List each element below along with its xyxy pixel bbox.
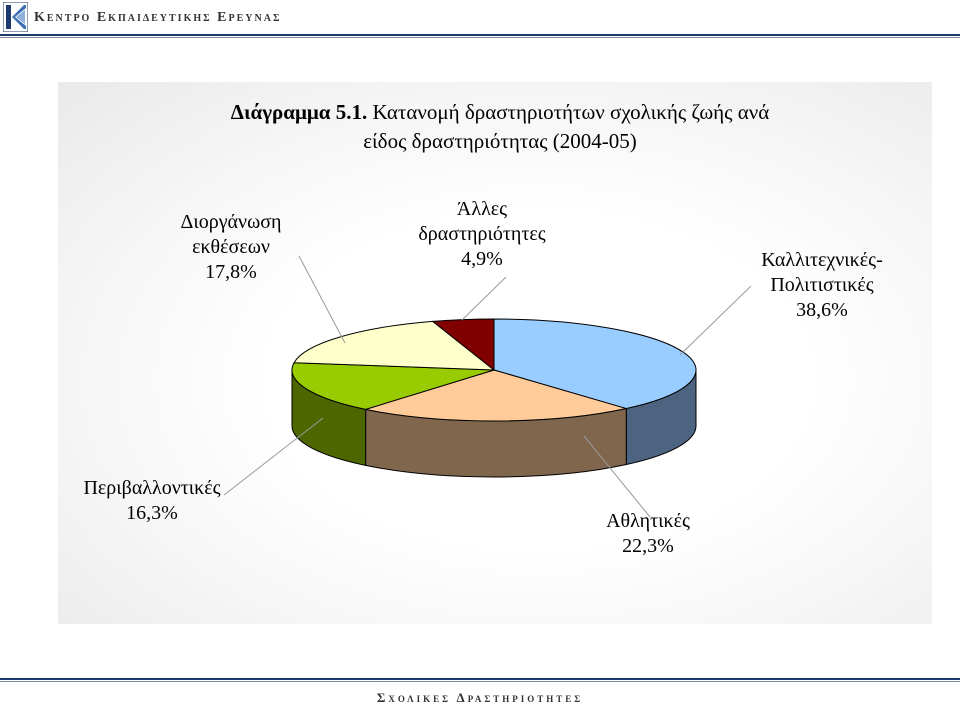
header-bar: Κεντρο Εκπαιδευτικησ Ερευνασ xyxy=(0,0,960,40)
slice-name-4: Άλλες xyxy=(457,198,507,220)
slice-name-1: Αθλητικές xyxy=(606,510,690,532)
slice-name-2: Περιβαλλοντικές xyxy=(83,477,220,499)
leader-line-4 xyxy=(461,276,507,321)
slice-value-4: 4,9% xyxy=(461,248,503,270)
pie-slice-3 xyxy=(293,320,496,371)
footer-divider xyxy=(0,678,960,680)
slice-label-1: Αθλητικές 22,3% xyxy=(606,510,690,557)
chart-title-line2: είδος δραστηριότητας (2004-05) xyxy=(363,129,637,153)
kee-logo-icon xyxy=(3,2,28,32)
slice-value-3: 17,8% xyxy=(205,261,257,283)
slice-name-3: Διοργάνωση xyxy=(181,211,282,233)
header-divider xyxy=(0,34,960,36)
footer-divider-thin xyxy=(0,681,960,682)
chart-title-text: Κατανομή δραστηριοτήτων σχολικής ζωής αν… xyxy=(367,100,770,124)
organization-name: Κεντρο Εκπαιδευτικησ Ερευνασ xyxy=(34,10,282,25)
slice-label-3: Διοργάνωση εκθέσεων 17,8% xyxy=(181,211,282,283)
slice-value-1: 22,3% xyxy=(622,535,674,557)
slice-name-0: Καλλιτεχνικές- xyxy=(761,249,883,271)
slice-name-4: δραστηριότητες xyxy=(418,223,545,245)
chart-title: Διάγραμμα 5.1. Κατανομή δραστηριοτήτων σ… xyxy=(170,98,830,156)
header-divider-thin xyxy=(0,37,960,38)
slice-name-3: εκθέσεων xyxy=(192,236,270,258)
pie-slice-1 xyxy=(365,369,627,422)
leader-line-1 xyxy=(583,435,651,518)
slice-name-0: Πολιτιστικές xyxy=(770,274,873,296)
slice-label-0: Καλλιτεχνικές- Πολιτιστικές 38,6% xyxy=(761,249,883,321)
leader-line-0 xyxy=(679,285,752,356)
slice-label-2: Περιβαλλοντικές 16,3% xyxy=(83,477,220,524)
slice-value-0: 38,6% xyxy=(796,299,848,321)
leader-line-2 xyxy=(223,417,324,496)
slice-label-4: Άλλες δραστηριότητες 4,9% xyxy=(418,198,545,270)
slice-value-2: 16,3% xyxy=(126,502,178,524)
pie-slice-2 xyxy=(291,362,495,410)
section-name: Σχολικεσ Δραστηριοτητεσ xyxy=(376,690,584,705)
chart-title-number: Διάγραμμα 5.1. xyxy=(230,100,368,124)
leader-line-3 xyxy=(298,255,346,344)
